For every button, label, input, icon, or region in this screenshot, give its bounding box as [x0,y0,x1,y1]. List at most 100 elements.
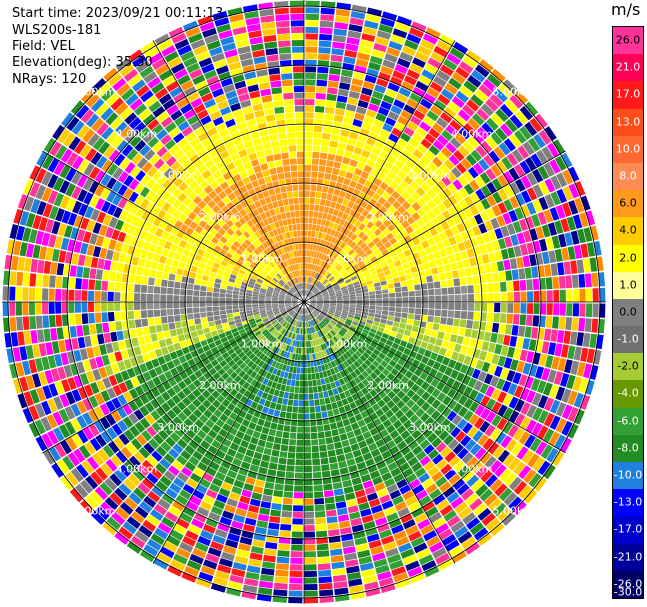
range-gate [434,371,444,381]
range-gate [319,451,328,459]
range-gate [323,318,329,324]
range-gate [332,568,346,576]
range-gate [564,232,574,246]
range-gate [119,209,129,221]
range-gate [71,433,83,448]
range-gate [26,243,35,258]
range-gate [193,142,204,153]
range-gate [336,275,342,281]
range-gate [131,438,143,451]
range-gate [485,168,497,181]
range-gate [225,302,232,306]
range-gate [304,433,311,440]
range-gate [105,92,120,106]
range-gate [404,39,419,51]
range-gate [317,266,322,273]
range-gate [560,218,570,233]
range-gate [447,515,461,528]
range-gate [265,154,274,163]
range-gate [316,295,323,298]
range-gate [292,524,303,532]
range-gate [227,192,237,201]
range-gate [353,384,361,393]
range-gate [354,537,368,546]
range-gate [304,256,307,263]
range-gate [475,201,485,213]
range-gate [514,413,526,427]
range-gate [283,337,288,344]
range-gate [108,281,115,291]
range-gate [446,410,457,422]
range-gate [217,200,226,209]
range-gate [402,210,411,220]
range-gate [327,187,335,195]
range-gate [322,291,328,295]
range-gate [428,145,440,156]
range-gate [284,315,290,320]
range-gate [521,190,532,204]
range-gate [277,199,284,207]
range-gate [103,67,119,82]
range-gate [30,259,39,273]
range-gate [330,134,340,142]
range-gate [368,153,379,162]
range-gate [213,245,222,253]
range-gate [265,295,272,299]
range-gate [487,441,500,455]
range-gate [267,342,273,350]
range-gate [358,373,366,382]
range-gate [357,404,366,413]
range-gate [142,241,151,251]
range-gate [279,53,292,61]
range-gate [318,284,324,289]
range-gate [313,279,318,286]
range-gate [218,71,231,81]
range-gate [22,360,31,376]
range-gate [280,517,292,525]
range-gate [262,339,269,346]
range-gate [380,360,389,368]
range-gate [108,321,116,332]
range-gate [258,156,267,165]
range-gate [291,373,297,380]
range-gate [63,132,76,147]
range-gate [282,277,288,283]
range-gate [307,263,311,270]
range-gate [140,174,151,186]
range-gate [333,326,340,333]
range-gate [222,438,232,448]
range-gate [94,184,105,197]
range-gate [325,283,331,288]
range-gate [202,389,211,399]
range-gate [151,205,161,216]
range-gate [31,373,42,388]
range-gate [478,223,488,234]
range-gate [264,548,277,556]
range-gate [562,169,574,185]
range-gate [304,590,318,597]
range-gate [305,40,318,47]
range-gate [171,32,187,44]
range-gate [426,188,437,199]
range-gate [330,469,340,477]
range-gate [328,289,335,293]
range-gate [259,198,267,206]
range-gate [146,379,156,390]
range-gate [123,478,137,491]
range-gate [359,128,370,137]
range-gate [335,290,342,294]
range-gate [71,171,83,185]
range-gate [488,230,497,242]
range-gate [531,422,543,437]
range-gate [192,398,202,408]
range-gate [238,93,250,102]
range-gate [311,347,315,354]
range-gate [211,390,220,399]
range-gate [322,126,332,134]
range-gate [284,205,290,212]
range-gate [193,408,203,419]
range-gate [278,40,291,48]
range-gate [439,481,452,493]
range-gate [264,196,272,204]
range-gate [382,368,390,377]
